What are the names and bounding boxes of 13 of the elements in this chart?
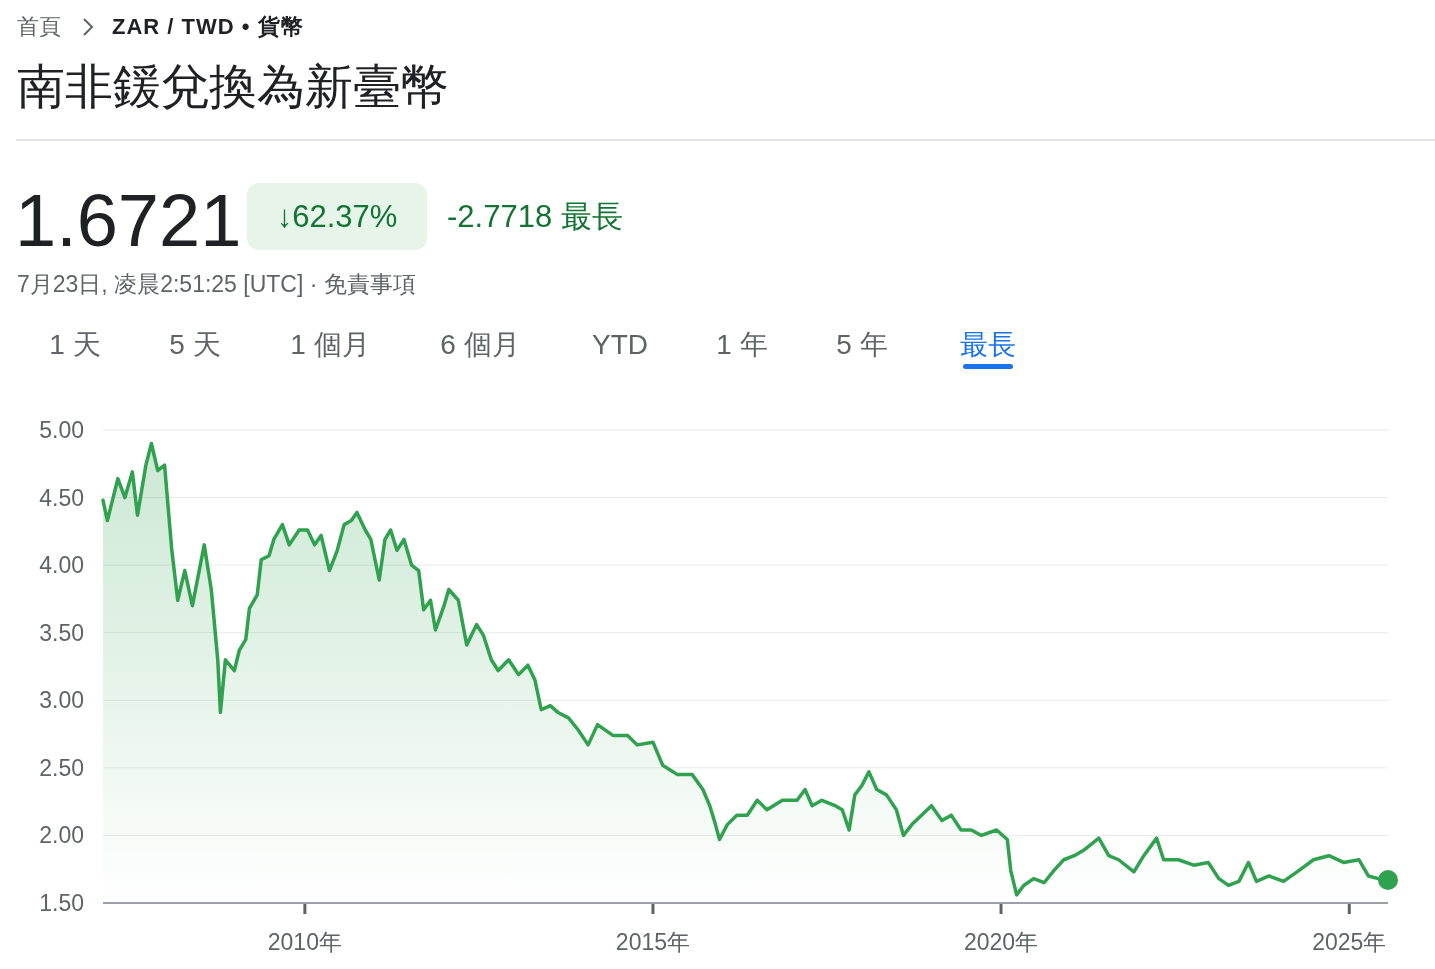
y-tick-label: 4.00	[39, 552, 84, 579]
y-tick-label: 3.00	[39, 687, 84, 714]
y-tick-label: 4.50	[39, 484, 84, 511]
y-tick-label: 2.50	[39, 754, 84, 781]
y-tick-label: 1.50	[39, 890, 84, 916]
y-tick-label: 5.00	[39, 417, 84, 443]
y-tick-label: 3.50	[39, 619, 84, 646]
chart-title: 南非鍰兌換為新臺幣	[17, 60, 449, 113]
x-tick-label: 2015年	[615, 929, 691, 955]
y-tick-label: 2.00	[39, 822, 84, 849]
x-tick-label: 2025年	[1312, 929, 1387, 955]
x-tick-label: 2020年	[963, 929, 1039, 955]
x-tick-label: 2010年	[267, 929, 342, 955]
